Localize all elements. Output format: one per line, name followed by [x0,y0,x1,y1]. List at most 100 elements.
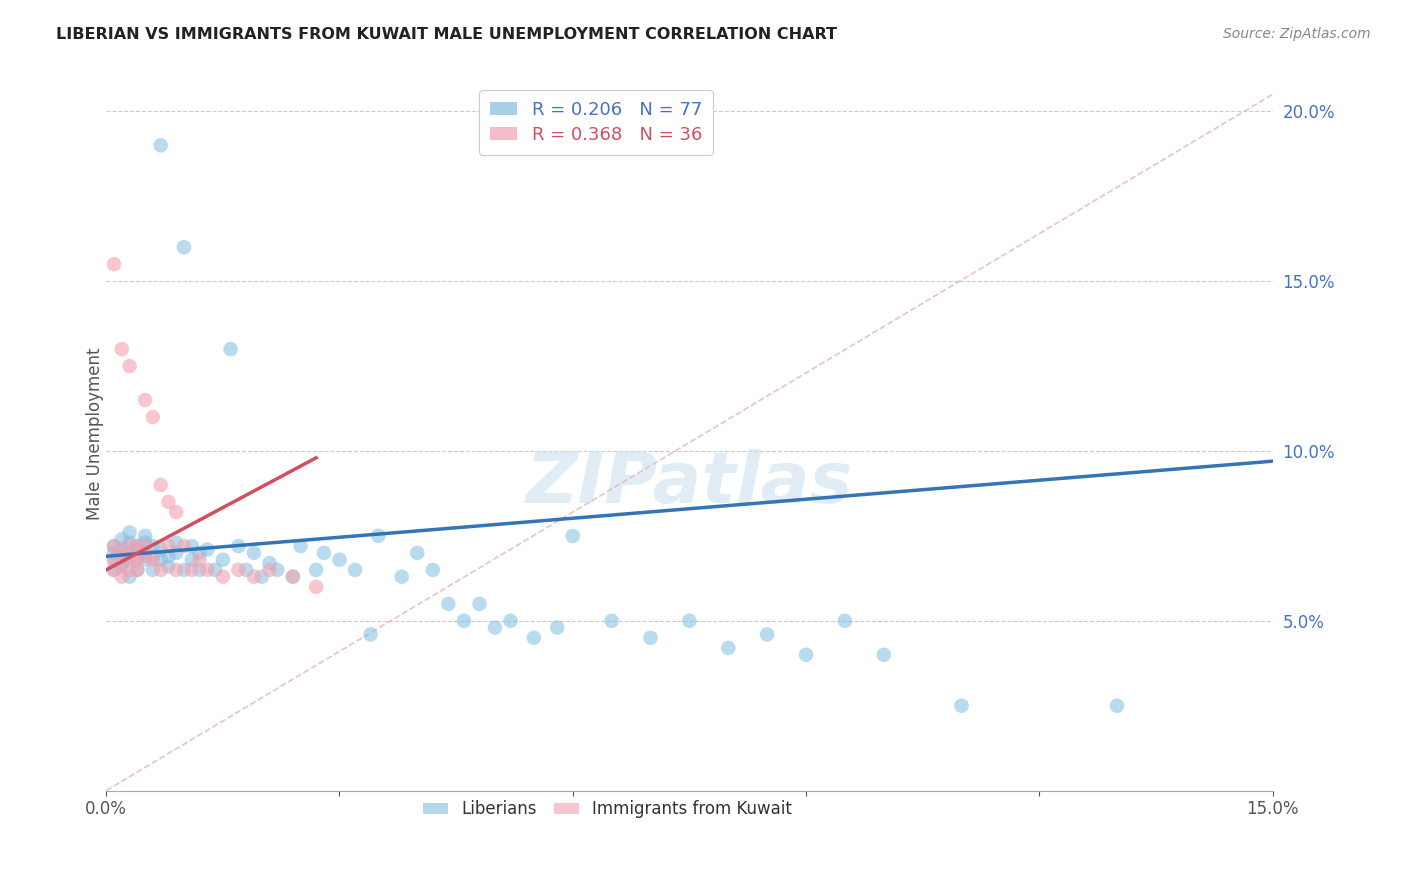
Point [640,631,662,645]
Point [134,552,156,566]
Point [523,631,546,645]
Point [118,552,141,566]
Point [127,552,149,566]
Y-axis label: Male Unemployment: Male Unemployment [86,348,104,520]
Text: ZIPatlas: ZIPatlas [526,450,853,518]
Point [149,563,172,577]
Point [103,539,125,553]
Point [103,563,125,577]
Point [180,563,202,577]
Point [103,552,125,566]
Point [118,546,141,560]
Point [678,614,700,628]
Point [157,495,180,509]
Legend: Liberians, Immigrants from Kuwait: Liberians, Immigrants from Kuwait [416,794,799,825]
Point [142,563,165,577]
Point [546,621,568,635]
Point [259,563,281,577]
Point [328,552,350,566]
Point [212,569,235,583]
Point [111,549,134,564]
Point [259,556,281,570]
Point [228,539,250,553]
Point [103,563,125,577]
Point [873,648,896,662]
Point [188,546,211,560]
Point [367,529,389,543]
Point [142,549,165,564]
Point [111,556,134,570]
Point [103,552,125,566]
Point [834,614,856,628]
Point [134,529,156,543]
Point [180,552,202,566]
Point [157,539,180,553]
Point [243,546,266,560]
Point [127,542,149,557]
Point [111,342,134,356]
Point [173,539,195,553]
Point [127,539,149,553]
Point [149,478,172,492]
Point [600,614,623,628]
Point [188,563,211,577]
Point [204,563,226,577]
Point [290,539,312,553]
Point [134,535,156,549]
Point [111,569,134,583]
Text: LIBERIAN VS IMMIGRANTS FROM KUWAIT MALE UNEMPLOYMENT CORRELATION CHART: LIBERIAN VS IMMIGRANTS FROM KUWAIT MALE … [56,27,837,42]
Point [305,563,328,577]
Point [111,533,134,547]
Point [134,392,156,407]
Point [281,569,304,583]
Point [157,549,180,564]
Point [406,546,429,560]
Point [142,410,165,425]
Point [134,539,156,553]
Point [127,563,149,577]
Point [756,627,779,641]
Point [499,614,522,628]
Point [453,614,475,628]
Point [235,563,257,577]
Point [173,240,195,254]
Point [118,569,141,583]
Point [360,627,382,641]
Point [212,552,235,566]
Point [437,597,460,611]
Point [484,621,506,635]
Point [127,549,149,564]
Point [165,563,187,577]
Point [111,546,134,560]
Text: Source: ZipAtlas.com: Source: ZipAtlas.com [1223,27,1371,41]
Point [118,539,141,553]
Point [149,542,172,557]
Point [103,546,125,560]
Point [111,542,134,557]
Point [312,546,335,560]
Point [111,556,134,570]
Point [250,569,273,583]
Point [195,542,218,557]
Point [118,525,141,540]
Point [173,563,195,577]
Point [228,563,250,577]
Point [118,549,141,564]
Point [243,569,266,583]
Point [188,552,211,566]
Point [950,698,973,713]
Point [561,529,583,543]
Point [157,559,180,574]
Point [305,580,328,594]
Point [717,640,740,655]
Point [422,563,444,577]
Point [165,546,187,560]
Point [118,359,141,373]
Point [127,539,149,553]
Point [118,563,141,577]
Point [103,257,125,271]
Point [111,559,134,574]
Point [118,535,141,549]
Point [391,569,413,583]
Point [149,552,172,566]
